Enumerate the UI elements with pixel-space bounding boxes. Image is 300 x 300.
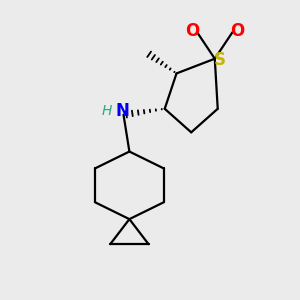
Text: H: H bbox=[102, 104, 112, 118]
Text: O: O bbox=[185, 22, 199, 40]
Text: S: S bbox=[214, 51, 226, 69]
Text: O: O bbox=[231, 22, 245, 40]
Text: N: N bbox=[115, 102, 129, 120]
